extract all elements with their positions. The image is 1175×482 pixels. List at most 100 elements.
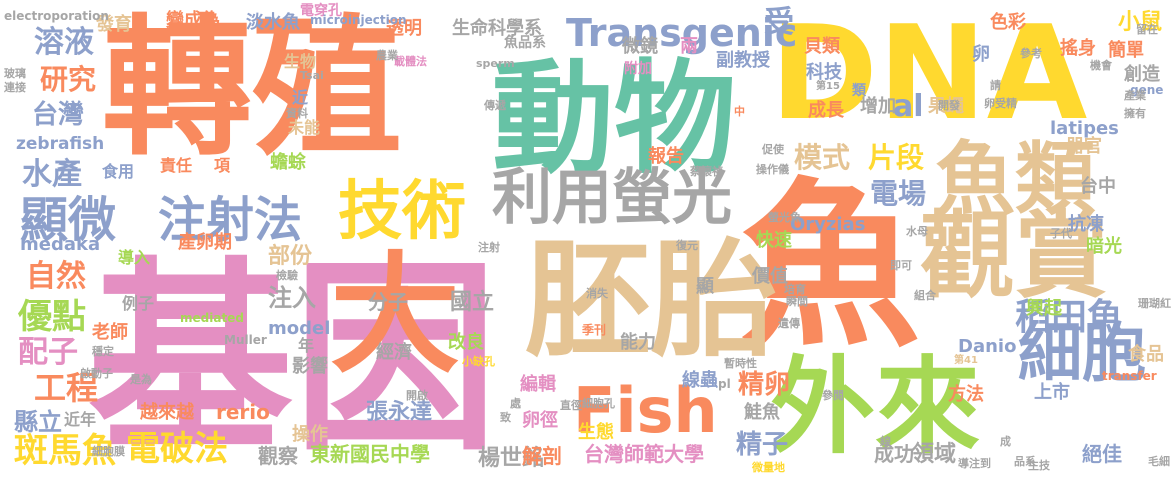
- word-53: 近年: [64, 410, 97, 429]
- word-2: 動物: [492, 48, 736, 190]
- word-93: 色彩: [990, 12, 1026, 33]
- word-152: 請: [990, 79, 1001, 92]
- word-14: 顯微: [20, 192, 117, 248]
- word-136: 毛細: [1148, 455, 1170, 468]
- word-57: 經濟: [376, 342, 412, 363]
- word-58: 改良: [448, 332, 484, 353]
- word-35: 小鼠: [1118, 10, 1163, 35]
- word-124: Tsai: [300, 69, 324, 82]
- word-100: 未能: [288, 118, 321, 137]
- word-108: 老師: [92, 322, 128, 343]
- word-134: 品系: [1014, 455, 1036, 468]
- word-154: 檢驗: [276, 269, 298, 282]
- word-17: 大: [330, 239, 461, 391]
- word-161: 是為: [130, 373, 152, 386]
- word-148: 機會: [1090, 59, 1112, 72]
- word-19: 斑馬魚: [14, 431, 116, 471]
- word-90: 科技: [806, 62, 842, 83]
- word-151: 留在: [1136, 23, 1158, 36]
- word-114: 季刊: [582, 323, 607, 337]
- word-48: 張永達: [366, 400, 433, 425]
- word-76: 器官: [1066, 136, 1102, 157]
- word-111: 快速: [756, 230, 792, 251]
- word-131: 遺傳: [778, 317, 800, 330]
- word-77: 果蠅: [928, 96, 964, 117]
- word-24: 溶液: [34, 25, 94, 60]
- word-109: 影響: [292, 356, 328, 377]
- word-142: 促使: [762, 143, 784, 156]
- word-120: Muller: [224, 333, 267, 347]
- word-31: 精卵: [738, 370, 791, 400]
- word-30: 片段: [868, 141, 925, 174]
- word-10: 利用螢光: [492, 163, 732, 233]
- word-47: 部份: [268, 244, 313, 269]
- word-170: 參閱: [822, 389, 844, 402]
- word-0: 基因: [88, 241, 498, 479]
- word-166: 小缺孔: [462, 355, 495, 368]
- word-94: 卵: [972, 44, 990, 65]
- word-83: 變成為: [166, 10, 220, 31]
- word-59: 能力: [620, 332, 656, 353]
- word-34: al: [893, 89, 924, 124]
- word-52: 縣立: [14, 408, 62, 436]
- word-68: 興起: [1026, 298, 1062, 319]
- word-132: 微量地: [752, 461, 785, 474]
- word-79: 報告: [648, 146, 684, 167]
- word-51: 台灣師範大學: [584, 442, 704, 466]
- word-106: 導入: [118, 248, 151, 267]
- word-65: 領域: [912, 442, 957, 467]
- word-96: 簡單: [1108, 40, 1144, 61]
- word-103: 責任: [160, 156, 193, 175]
- word-41: Danio: [958, 336, 1017, 357]
- word-70: 鮭魚: [744, 402, 780, 423]
- word-175: 玻璃: [4, 67, 26, 80]
- word-27: 水產: [22, 157, 82, 192]
- word-145: 載體法: [394, 55, 427, 68]
- word-110: 年: [298, 336, 315, 355]
- word-123: pl: [718, 377, 731, 391]
- word-140: 操作儀: [756, 163, 789, 176]
- word-25: 研究: [40, 63, 97, 96]
- word-29: 模式: [794, 141, 851, 174]
- word-99: 近: [292, 88, 309, 107]
- word-43: model: [268, 318, 331, 339]
- word-50: 東新國民中學: [310, 442, 430, 466]
- word-107: 例子: [122, 294, 155, 313]
- word-122: gene: [1130, 83, 1164, 97]
- word-21: 優點: [18, 297, 86, 337]
- word-126: 第41: [954, 355, 978, 366]
- word-88: 附加: [624, 61, 652, 77]
- word-28: 電場: [870, 177, 927, 210]
- word-75: 暗光: [1086, 236, 1122, 257]
- word-158: 瞬間: [786, 295, 808, 308]
- word-137: 珊瑚紅: [1138, 297, 1171, 310]
- word-73: 台中: [1080, 176, 1116, 197]
- word-6: 外來: [770, 346, 981, 468]
- word-135: 子代: [1050, 227, 1072, 240]
- word-39: Oryzias: [790, 214, 866, 235]
- word-95: 搖身: [1060, 38, 1096, 59]
- word-116: electroporation: [4, 9, 109, 23]
- word-22: 自然: [26, 259, 86, 294]
- word-62: 卵徑: [522, 410, 558, 431]
- word-105: 產卵期: [178, 232, 232, 253]
- word-44: 國立: [450, 290, 495, 315]
- word-141: 蔡懷禎: [690, 165, 723, 178]
- word-26: 台灣: [32, 100, 85, 130]
- word-1: 轉殖: [102, 2, 403, 176]
- word-144: 資料: [286, 107, 308, 120]
- word-80: 生命科學系: [452, 18, 542, 39]
- word-176: 連接: [4, 81, 26, 94]
- word-146: 農業: [376, 49, 398, 62]
- word-125: 第15: [816, 81, 840, 92]
- word-16: 稻田魚: [1015, 297, 1124, 338]
- word-61: 編輯: [520, 374, 556, 395]
- word-78: 增加: [860, 96, 896, 117]
- word-173: 中: [734, 105, 745, 118]
- word-139: 開發: [938, 99, 960, 112]
- word-11: 技術: [338, 175, 466, 249]
- word-82: 淡水魚: [246, 12, 300, 33]
- word-165: 直徑: [560, 399, 582, 412]
- word-37: 電穿孔: [300, 3, 342, 19]
- word-86: 兩: [680, 36, 698, 57]
